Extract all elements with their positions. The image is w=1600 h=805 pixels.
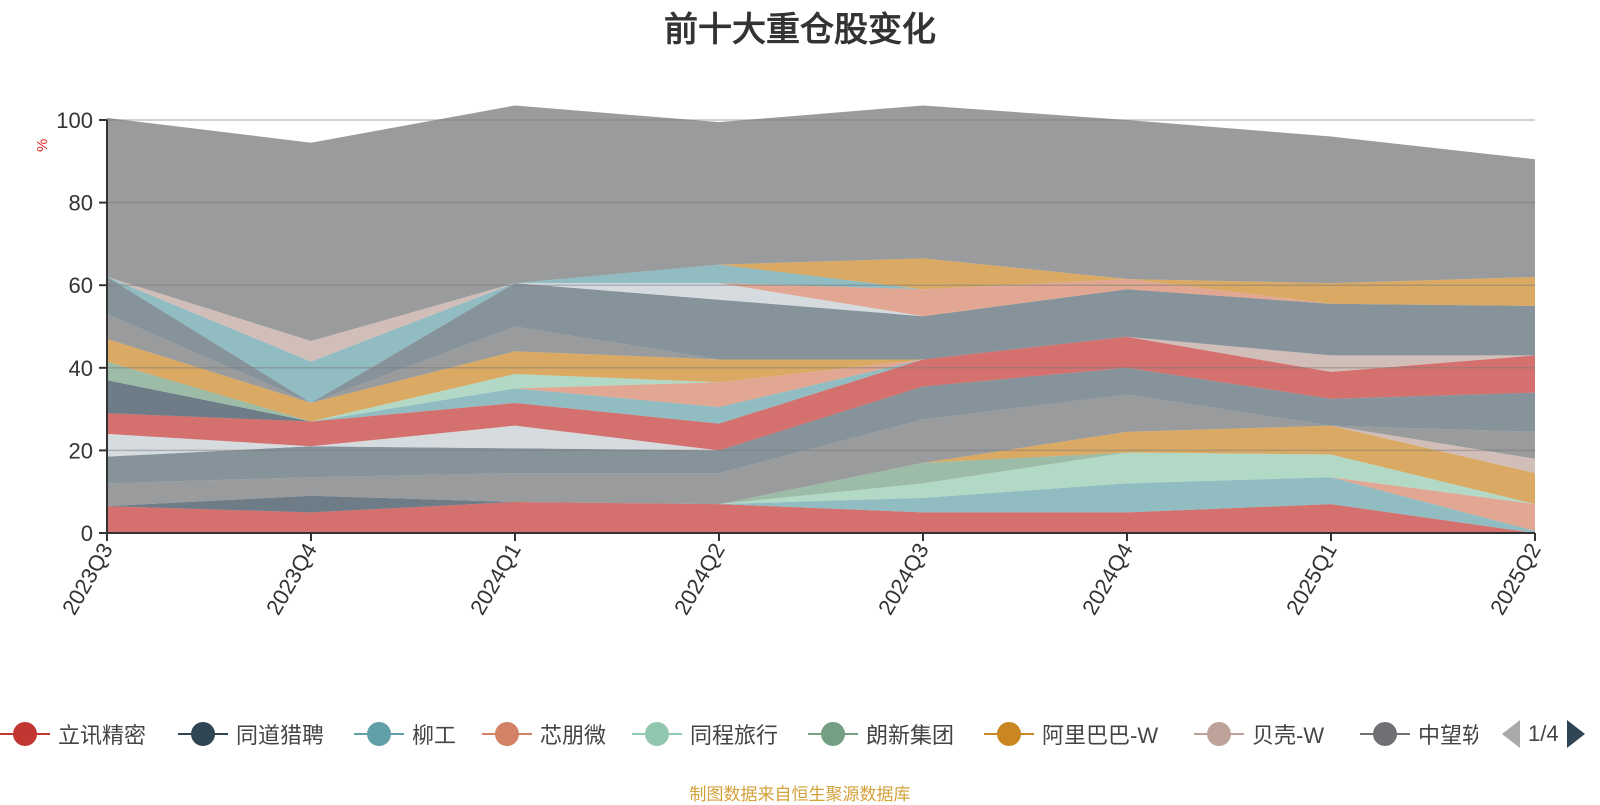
data-source-footer: 制图数据来自恒生聚源数据库 (689, 785, 911, 804)
area-series-9[interactable] (107, 394, 1535, 507)
legend-items-viewport: 立讯精密 同道猎聘 柳工 芯朋微 同程旅行 朗新集团 阿里巴巴-W 贝壳-W 中望软件 (0, 714, 1478, 754)
legend-pager: 1/4 (1502, 714, 1585, 754)
legend-swatch-icon (482, 722, 532, 746)
legend-swatch-icon (1194, 722, 1244, 746)
legend-swatch-icon (1360, 722, 1410, 746)
legend-item-label: 阿里巴巴-W (1042, 723, 1159, 748)
y-tick-label: 0 (81, 521, 93, 546)
area-series-3[interactable] (107, 477, 1535, 533)
area-series-10[interactable] (107, 367, 1535, 484)
area-series-group (107, 105, 1535, 533)
legend-swatch-icon (0, 722, 50, 746)
x-tick-label: 2023Q4 (261, 539, 322, 619)
legend-item-label: 同道猎聘 (236, 723, 325, 748)
area-series-24[interactable] (107, 264, 1535, 403)
legend-item[interactable]: 中望软件 (1360, 714, 1478, 754)
area-series-11[interactable] (107, 367, 1535, 457)
x-tick-label: 2024Q1 (465, 539, 526, 619)
x-tick-label: 2024Q3 (873, 539, 934, 619)
y-tick-label: 100 (56, 108, 93, 133)
area-series-22[interactable] (107, 276, 1535, 403)
stacked-area-plot: 0 20 40 60 80 100 2023Q3 2023Q4 2024Q1 2024Q2 2024… (56, 105, 1546, 619)
x-tick-label: 2024Q2 (669, 539, 730, 619)
legend-swatch-icon (808, 722, 858, 746)
area-series-14[interactable] (107, 336, 1535, 424)
y-tick-label: 20 (69, 438, 93, 463)
grid-lines (107, 119, 1535, 452)
legend-item[interactable]: 阿里巴巴-W (984, 714, 1158, 754)
legend-item[interactable]: 柳工 (354, 714, 456, 754)
legend-item-label: 柳工 (412, 723, 457, 748)
y-tick-label: 80 (69, 191, 93, 216)
legend-item-label: 朗新集团 (866, 723, 955, 748)
legend-swatch-icon (178, 722, 228, 746)
area-series-5[interactable] (107, 452, 1535, 507)
area-series-13[interactable] (107, 336, 1535, 424)
y-tick-label: 60 (69, 273, 93, 298)
chart-title: 前十大重仓股变化 (664, 11, 936, 49)
legend-item[interactable]: 立讯精密 (0, 714, 146, 754)
legend: 立讯精密 同道猎聘 柳工 芯朋微 同程旅行 朗新集团 阿里巴巴-W 贝壳-W 中望软件 1/4 (0, 714, 1600, 754)
area-series-7[interactable] (107, 425, 1535, 507)
area-series-26[interactable] (107, 258, 1535, 341)
legend-item-label: 中望软件 (1418, 723, 1478, 748)
legend-item-label: 贝壳-W (1252, 723, 1325, 748)
legend-page-indicator: 1/4 (1528, 721, 1559, 746)
legend-item[interactable]: 同程旅行 (632, 714, 778, 754)
y-tick-label: 40 (69, 356, 93, 381)
legend-prev-page-icon[interactable] (1502, 720, 1520, 748)
area-series-1[interactable] (107, 502, 1535, 533)
area-series-2[interactable] (107, 495, 1535, 533)
legend-swatch-icon (984, 722, 1034, 746)
legend-item-label: 同程旅行 (690, 723, 779, 748)
x-tick-label: 2025Q2 (1485, 539, 1546, 619)
x-tick-label: 2023Q3 (57, 539, 118, 619)
legend-next-page-icon[interactable] (1566, 720, 1585, 748)
legend-item[interactable]: 同道猎聘 (178, 714, 324, 754)
legend-item[interactable]: 芯朋微 (482, 714, 606, 754)
x-tick-label: 2025Q1 (1281, 539, 1342, 619)
area-series-21[interactable] (107, 276, 1535, 403)
legend-item[interactable]: 朗新集团 (808, 714, 954, 754)
legend-swatch-icon (354, 722, 404, 746)
legend-item-label: 立讯精密 (58, 723, 147, 748)
area-series-12[interactable] (107, 336, 1535, 451)
legend-swatch-icon (632, 722, 682, 746)
x-tick-label: 2024Q4 (1077, 539, 1138, 619)
legend-item[interactable]: 贝壳-W (1194, 714, 1324, 754)
area-series-27[interactable] (107, 105, 1535, 342)
legend-item-label: 芯朋微 (540, 723, 607, 748)
area-series-15[interactable] (107, 336, 1535, 422)
